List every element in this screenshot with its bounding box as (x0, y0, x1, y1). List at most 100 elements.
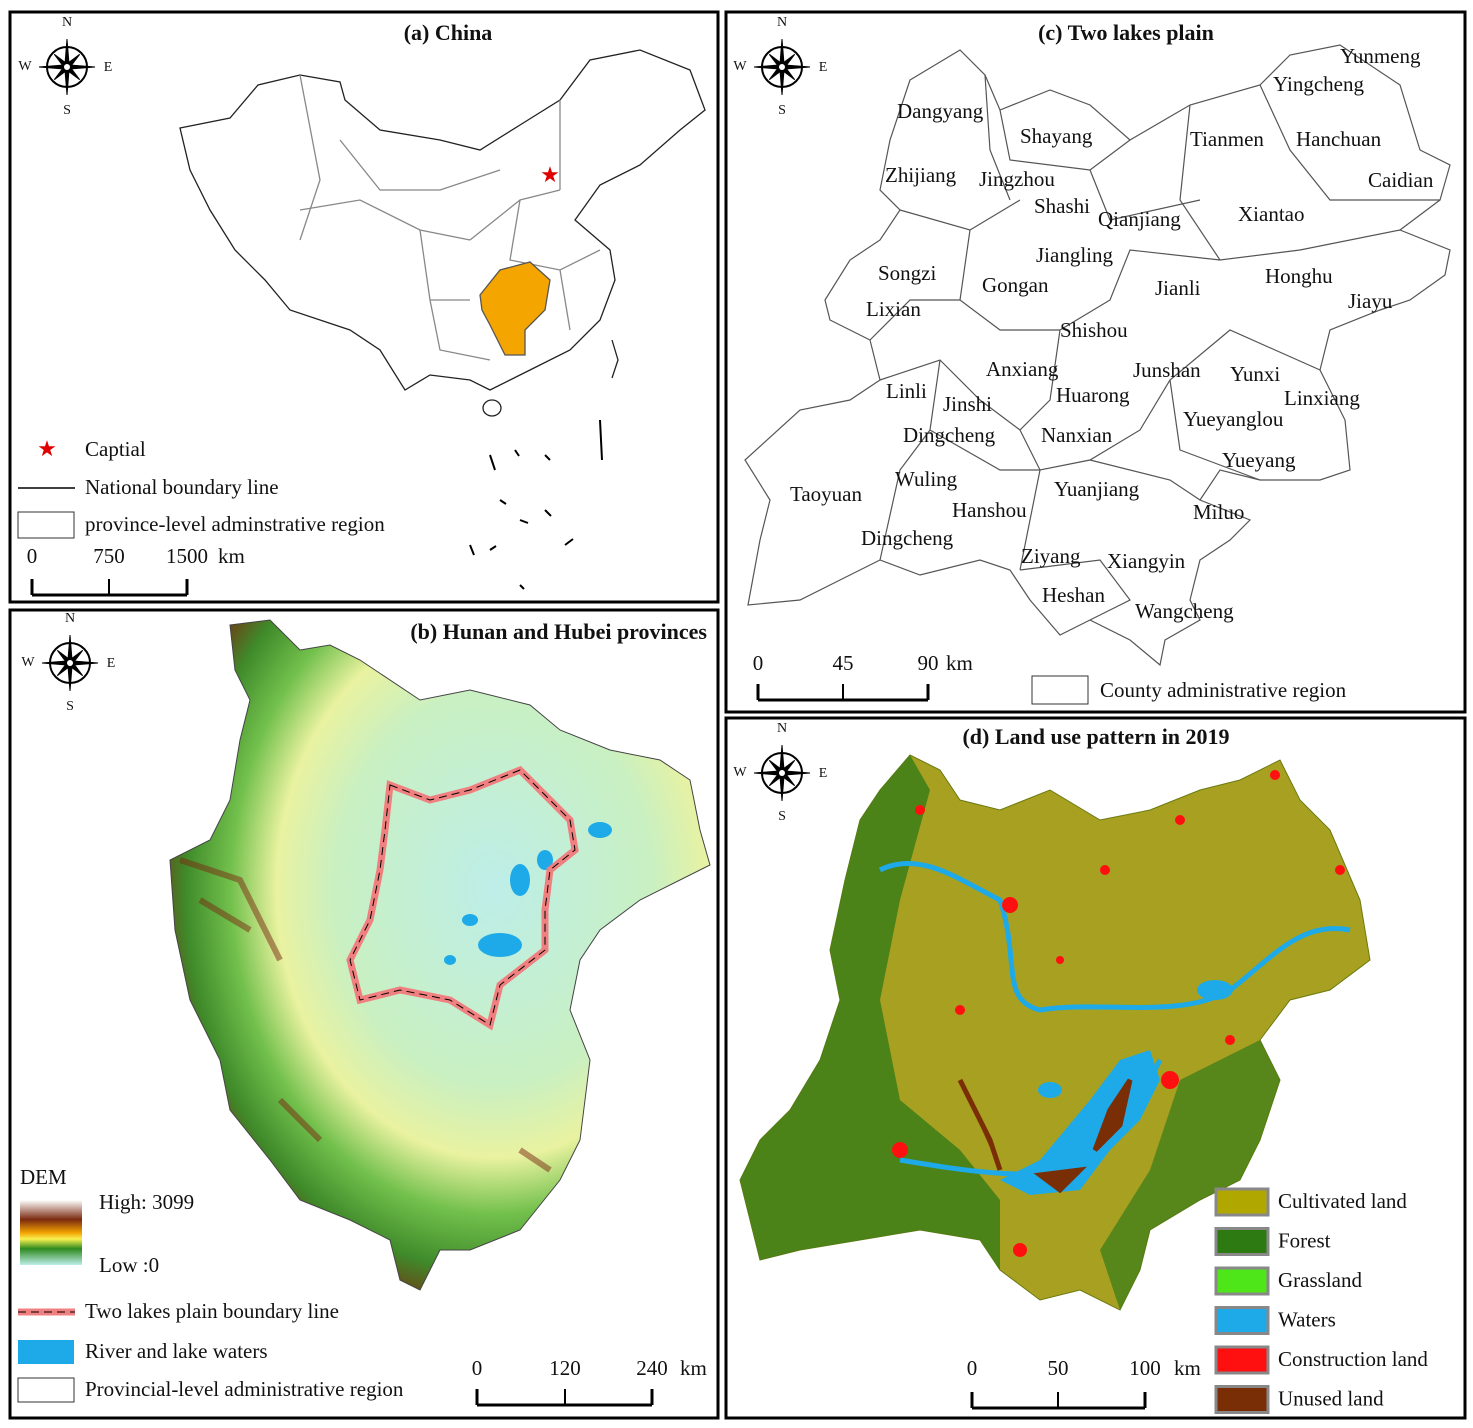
county-label: Qianjiang (1098, 207, 1181, 231)
panel-title: (b) Hunan and Hubei provinces (410, 619, 707, 644)
legend-label: Unused land (1278, 1386, 1384, 1410)
compass: N S W E (733, 15, 827, 118)
panel-frame (724, 10, 1467, 714)
capital-symbol: ★ (37, 436, 57, 461)
county-label: Yunmeng (1340, 44, 1421, 68)
legend-label: Captial (85, 437, 146, 461)
county-label: Ziyang (1021, 544, 1081, 568)
county-label: Yueyang (1222, 448, 1296, 472)
scale-label: 750 (93, 544, 125, 568)
county-label: Zhijiang (885, 163, 957, 187)
county-label: Honghu (1265, 264, 1333, 288)
county-label: Yunxi (1230, 362, 1280, 386)
legend-box (18, 1340, 74, 1364)
scale-label: 90 (918, 651, 939, 675)
legend-label: province-level adminstrative region (85, 512, 385, 536)
county-label: Jiayu (1348, 289, 1393, 313)
dem-map (169, 619, 711, 1291)
panel-title: (d) Land use pattern in 2019 (962, 724, 1229, 749)
panel-title: (a) China (404, 20, 493, 45)
county-label: Taoyuan (790, 482, 863, 506)
scale-unit: km (946, 651, 973, 675)
county-label: Wuling (895, 467, 958, 491)
dem-ramp (20, 1200, 82, 1265)
compass-label: E (107, 656, 116, 671)
compass-label: E (104, 60, 113, 75)
legend-label: County administrative region (1100, 678, 1347, 702)
scale-label: 45 (833, 651, 854, 675)
legend-box (17, 511, 75, 539)
compass-label: S (778, 809, 786, 824)
scale-label: 0 (27, 544, 38, 568)
compass-center (779, 64, 785, 70)
compass-center (67, 660, 73, 666)
legend-swatch (1214, 1385, 1270, 1414)
compass-label: S (63, 103, 71, 118)
china-map: ★ (179, 49, 706, 590)
compass-label: N (65, 611, 75, 626)
scale-label: 50 (1048, 1356, 1069, 1380)
compass-label: S (66, 699, 74, 714)
scale-label: 240 (636, 1356, 668, 1380)
compass-label: W (18, 59, 32, 74)
legend-box (1031, 675, 1089, 705)
compass-label: W (21, 655, 35, 670)
legend-swatch (1214, 1266, 1270, 1296)
county-label: Jianli (1155, 276, 1201, 300)
county-label: Anxiang (986, 357, 1059, 381)
county-label: Xiangyin (1107, 549, 1186, 573)
county-label: Miluo (1193, 500, 1244, 524)
panel-frame (724, 716, 1467, 1420)
panel-title: (c) Two lakes plain (1038, 20, 1214, 45)
county-label: Shayang (1020, 124, 1093, 148)
scale-label: 0 (472, 1356, 483, 1380)
legend-label: Forest (1278, 1228, 1331, 1252)
county-label: Junshan (1133, 358, 1201, 382)
compass-label: W (733, 765, 747, 780)
compass: N S W E (21, 611, 115, 714)
county-label: Linli (886, 379, 927, 403)
legend-label: River and lake waters (85, 1339, 268, 1363)
legend-label: Low :0 (99, 1253, 159, 1277)
compass-label: S (778, 103, 786, 118)
land-use-map (739, 754, 1371, 1311)
legend-swatch (1214, 1345, 1270, 1375)
scale-unit: km (218, 544, 245, 568)
county-label: Dingcheng (903, 423, 996, 447)
compass-center (64, 64, 70, 70)
county-label: Linxiang (1284, 386, 1360, 410)
county-label: Tianmen (1190, 127, 1264, 151)
scale-label: 0 (753, 651, 764, 675)
county-label: Hanshou (952, 498, 1027, 522)
compass-label: N (777, 721, 787, 736)
county-label: Gongan (982, 273, 1049, 297)
county-label: Yueyanglou (1183, 407, 1284, 431)
legend-label: Provincial-level administrative region (85, 1377, 404, 1401)
panel-frame (8, 10, 720, 604)
county-label: Heshan (1042, 583, 1105, 607)
legend-label: National boundary line (85, 475, 279, 499)
legend-title: DEM (20, 1165, 67, 1189)
panel-frame (8, 608, 720, 1420)
county-label: Dingcheng (861, 526, 954, 550)
county-label: Songzi (878, 261, 937, 285)
county-map (744, 44, 1451, 667)
legend-label: Waters (1278, 1307, 1336, 1331)
county-label: Caidian (1368, 168, 1434, 192)
scale-label: 100 (1129, 1356, 1161, 1380)
legend-swatch (1214, 1306, 1270, 1335)
county-label: Yuanjiang (1054, 477, 1140, 501)
county-label: Jingzhou (979, 167, 1055, 191)
county-label: Wangcheng (1135, 599, 1234, 623)
compass-label: N (62, 15, 72, 30)
county-label: Dangyang (897, 99, 984, 123)
compass: N S W E (733, 721, 827, 824)
county-label: Shashi (1034, 194, 1090, 218)
legend-label: Construction land (1278, 1347, 1428, 1371)
capital-star: ★ (540, 162, 560, 187)
county-label: Jiangling (1036, 243, 1113, 267)
compass-center (779, 770, 785, 776)
scale-label: 120 (549, 1356, 581, 1380)
legend-label: High: 3099 (99, 1190, 194, 1214)
